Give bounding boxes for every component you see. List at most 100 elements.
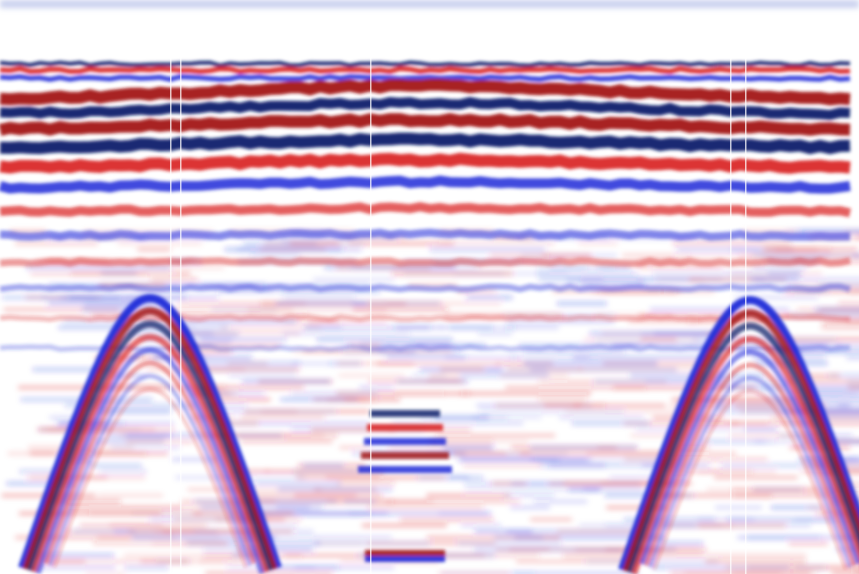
noise-stripe (388, 446, 492, 449)
noise-stripe (429, 440, 494, 443)
noise-stripe (466, 296, 513, 299)
noise-stripe (579, 284, 645, 287)
noise-stripe (637, 266, 723, 269)
noise-stripe (123, 554, 257, 557)
noise-stripe (91, 314, 207, 317)
noise-stripe (90, 464, 142, 467)
noise-stripe (662, 524, 733, 527)
noise-stripe (463, 464, 542, 467)
noise-stripe (689, 278, 787, 281)
noise-stripe (804, 374, 840, 377)
hyperbola-arc (35, 347, 265, 574)
hyperbola-arc (652, 389, 848, 570)
noise-stripe (200, 362, 301, 365)
noise-stripe (697, 518, 755, 521)
noise-stripe (613, 386, 756, 389)
reflection-band (0, 132, 851, 155)
noise-stripe (557, 302, 607, 305)
reflection-band (0, 228, 851, 241)
noise-stripe (106, 356, 185, 359)
noise-stripe (408, 284, 458, 287)
noise-stripe (367, 302, 443, 305)
noise-stripe (214, 392, 265, 395)
noise-stripe (88, 512, 203, 515)
noise-stripe (417, 476, 470, 479)
noise-stripe (34, 554, 114, 557)
noise-stripe (597, 266, 631, 269)
noise-stripe (505, 326, 559, 329)
vertical-trace-lines (170, 55, 747, 574)
noise-stripe (386, 356, 467, 359)
noise-stripe (30, 566, 116, 569)
noise-stripe (159, 308, 294, 311)
noise-stripe (264, 524, 298, 527)
noise-stripe (490, 254, 550, 257)
trace-line (170, 55, 172, 574)
noise-stripe (846, 356, 859, 359)
noise-stripe (519, 452, 664, 455)
noise-stripe (283, 242, 364, 245)
noise-stripe (429, 248, 546, 251)
reflection-band (0, 257, 851, 268)
noise-stripe (573, 404, 666, 407)
noise-stripe (681, 440, 775, 443)
noise-stripe (460, 392, 591, 395)
noise-stripe (313, 278, 395, 281)
noise-stripe (348, 344, 381, 347)
noise-stripe (641, 332, 712, 335)
hyperbola-arc (639, 349, 859, 565)
hyperbola-arc (631, 335, 859, 574)
reflection-band (0, 60, 851, 68)
noise-stripe (6, 482, 74, 485)
noise-stripe (426, 536, 561, 539)
noise-stripe (368, 380, 465, 383)
noise-stripe (340, 560, 377, 563)
noise-stripe (49, 416, 89, 419)
noise-stripe (259, 542, 321, 545)
noise-stripe (478, 332, 512, 335)
noise-stripe (837, 404, 859, 407)
hyperbola-arc (47, 373, 253, 566)
noise-stripe (706, 554, 807, 557)
noise-stripe (729, 434, 811, 437)
noise-stripe (303, 326, 343, 329)
noise-stripe (426, 494, 511, 497)
noise-stripe (259, 536, 392, 539)
noise-stripe (336, 392, 470, 395)
noise-stripe (752, 266, 807, 269)
noise-stripe (290, 392, 378, 395)
noise-stripe (351, 512, 492, 515)
noise-stripe (514, 536, 664, 539)
noise-stripe (99, 410, 171, 413)
noise-stripe (530, 518, 572, 521)
noise-stripe (622, 254, 690, 257)
hyperbola-arc (647, 375, 853, 568)
noise-stripe (412, 374, 446, 377)
noise-stripe (733, 494, 841, 497)
noise-stripe (727, 518, 833, 521)
noise-stripe (557, 530, 634, 533)
noise-stripe (445, 356, 518, 359)
noise-stripe (243, 242, 317, 245)
central-reflection (364, 438, 446, 445)
noise-stripe (310, 428, 395, 431)
noise-stripe (26, 266, 171, 269)
noise-stripe (400, 518, 494, 521)
noise-stripe (97, 494, 163, 497)
noise-stripe (599, 290, 677, 293)
noise-stripe (386, 302, 501, 305)
noise-stripe (64, 404, 195, 407)
noise-stripe (429, 374, 460, 377)
noise-stripe (224, 248, 342, 251)
noise-stripe (442, 326, 516, 329)
noise-stripe (559, 416, 644, 419)
hyperbola-arc (43, 360, 257, 565)
noise-stripe (344, 398, 378, 401)
hyperbola-arc (22, 307, 278, 571)
noise-stripe (544, 404, 582, 407)
noise-stripe (548, 464, 606, 467)
trace-line (180, 55, 182, 574)
noise-stripe (378, 350, 416, 353)
noise-stripe (15, 242, 98, 245)
noise-stripe (72, 530, 136, 533)
